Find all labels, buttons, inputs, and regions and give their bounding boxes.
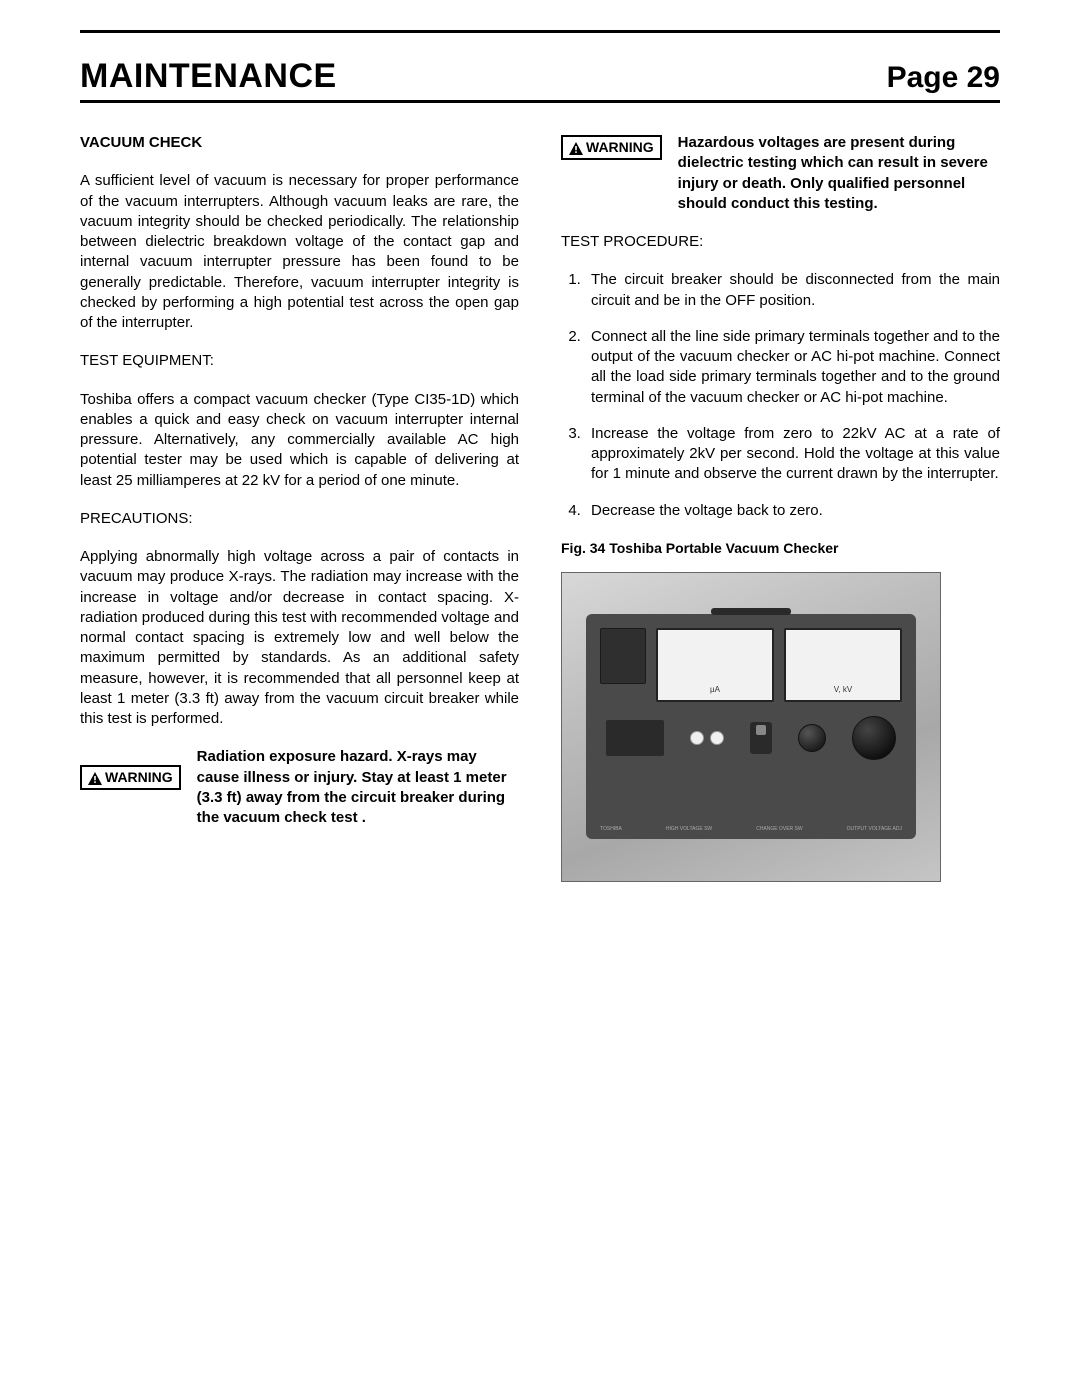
warning-badge: WARNING xyxy=(561,135,662,160)
current-meter: µA xyxy=(656,628,774,702)
meter-label: V, kV xyxy=(834,685,852,696)
high-voltage-switch xyxy=(750,722,772,754)
header-title: MAINTENANCE xyxy=(80,57,337,96)
device-body: µA V, kV TOSHIBA xyxy=(586,614,916,839)
precautions-text: Applying abnormally high voltage across … xyxy=(80,547,519,729)
section-heading-vacuum-check: VACUUM CHECK xyxy=(80,133,519,153)
warning-voltage-text: Hazardous voltages are present during di… xyxy=(678,133,1000,214)
output-terminal-panel xyxy=(600,628,646,684)
warning-badge: WARNING xyxy=(80,765,181,790)
device-brand-label: TOSHIBA xyxy=(600,826,622,833)
device-control-label: CHANGE OVER SW xyxy=(756,826,802,833)
test-equipment-text: Toshiba offers a compact vacuum checker … xyxy=(80,390,519,491)
voltage-meter: V, kV xyxy=(784,628,902,702)
figure-caption: Fig. 34 Toshiba Portable Vacuum Checker xyxy=(561,539,1000,558)
device-control-label: OUTPUT VOLTAGE ADJ xyxy=(847,826,902,833)
procedure-step: The circuit breaker should be disconnect… xyxy=(585,270,1000,311)
warning-radiation: WARNING Radiation exposure hazard. X-ray… xyxy=(80,747,519,828)
top-rule xyxy=(80,30,1000,33)
warning-label: WARNING xyxy=(105,768,173,787)
procedure-step: Increase the voltage from zero to 22kV A… xyxy=(585,424,1000,485)
warning-triangle-icon xyxy=(88,771,102,784)
content-columns: VACUUM CHECK A sufficient level of vacuu… xyxy=(80,133,1000,882)
button-cluster xyxy=(690,731,724,745)
power-button xyxy=(690,731,704,745)
warning-radiation-text: Radiation exposure hazard. X-rays may ca… xyxy=(197,747,519,828)
meters-row: µA V, kV xyxy=(600,628,902,702)
indicator-button xyxy=(710,731,724,745)
warning-label: WARNING xyxy=(586,138,654,157)
device-handle xyxy=(711,608,791,615)
procedure-step: Connect all the line side primary termin… xyxy=(585,327,1000,408)
warning-triangle-icon xyxy=(569,141,583,154)
test-procedure-heading: TEST PROCEDURE: xyxy=(561,232,1000,252)
device-labels-strip: TOSHIBA HIGH VOLTAGE SW CHANGE OVER SW O… xyxy=(600,826,902,833)
header-page-number: Page 29 xyxy=(887,61,1000,95)
earth-terminal-panel xyxy=(606,720,664,756)
device-control-label: HIGH VOLTAGE SW xyxy=(666,826,712,833)
precautions-heading: PRECAUTIONS: xyxy=(80,509,519,529)
procedure-step: Decrease the voltage back to zero. xyxy=(585,501,1000,521)
controls-row xyxy=(600,716,902,760)
procedure-list: The circuit breaker should be disconnect… xyxy=(561,270,1000,521)
right-column: WARNING Hazardous voltages are present d… xyxy=(561,133,1000,882)
intro-paragraph: A sufficient level of vacuum is necessar… xyxy=(80,171,519,333)
meter-label: µA xyxy=(710,685,720,696)
output-voltage-knob xyxy=(852,716,896,760)
warning-voltage: WARNING Hazardous voltages are present d… xyxy=(561,133,1000,214)
page-header: MAINTENANCE Page 29 xyxy=(80,57,1000,103)
test-equipment-heading: TEST EQUIPMENT: xyxy=(80,351,519,371)
vacuum-checker-photo: µA V, kV TOSHIBA xyxy=(561,572,941,882)
changeover-knob xyxy=(798,724,826,752)
left-column: VACUUM CHECK A sufficient level of vacuu… xyxy=(80,133,519,882)
